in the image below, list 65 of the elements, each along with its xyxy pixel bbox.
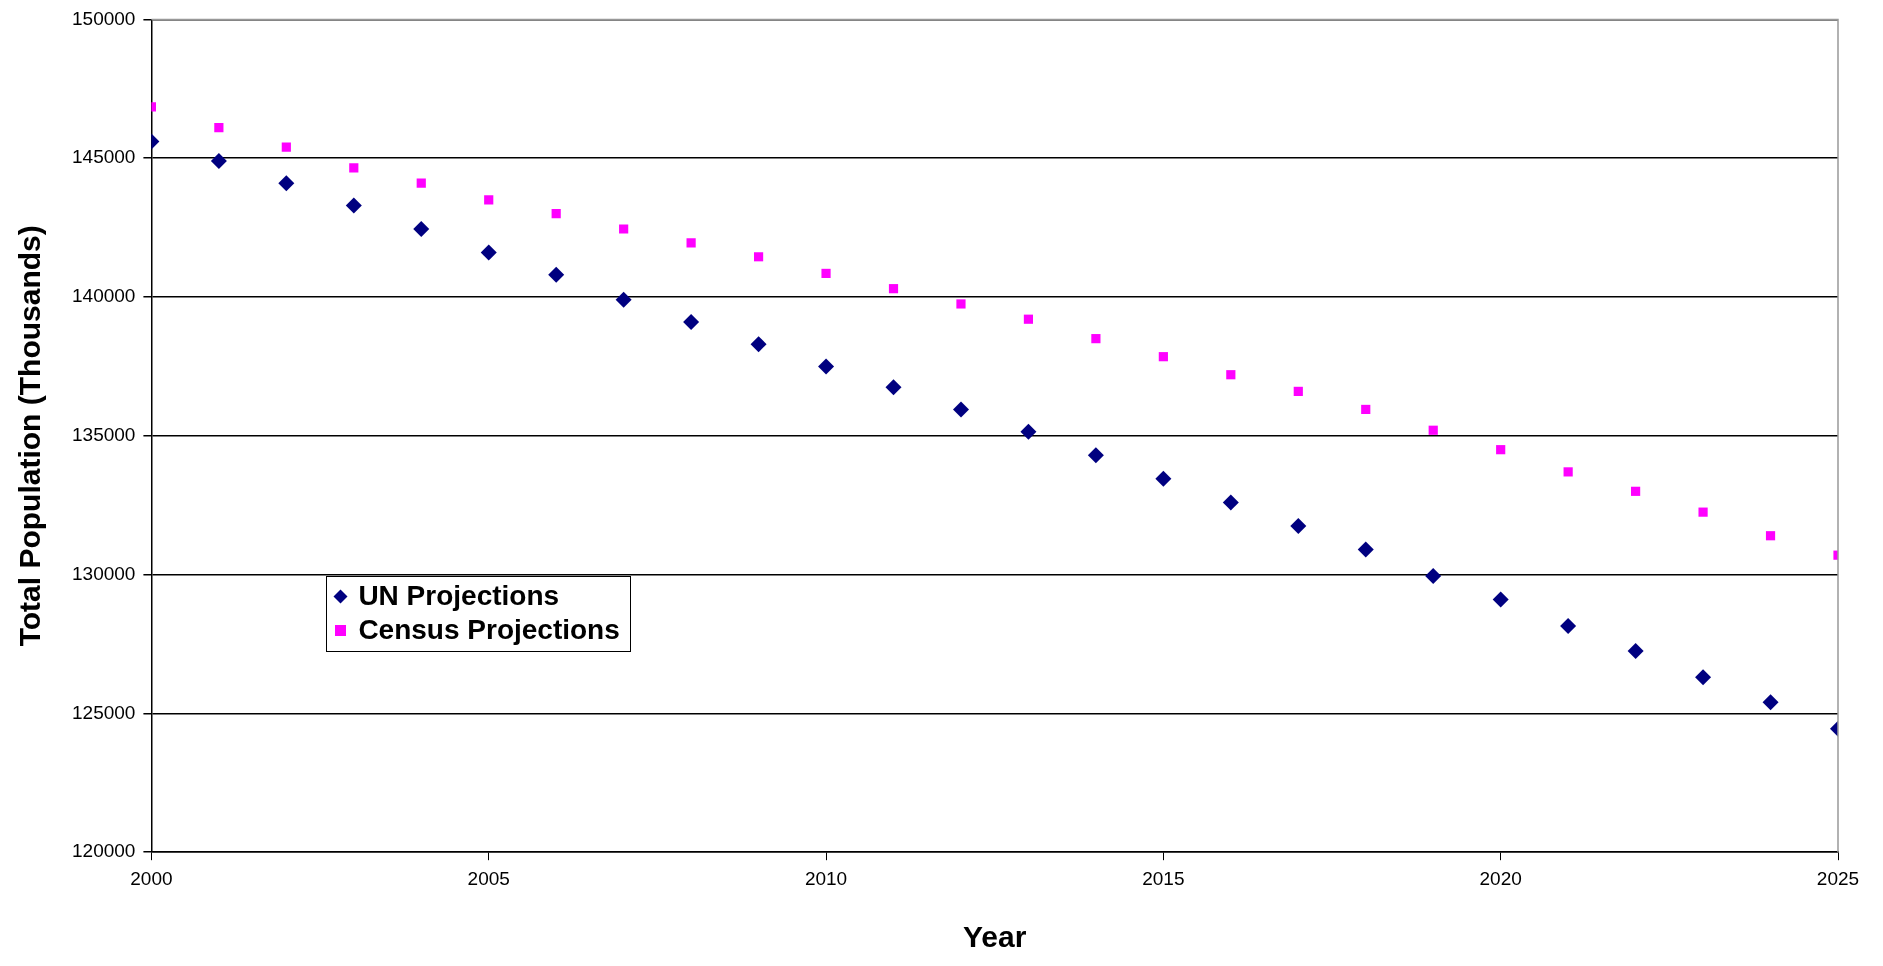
point [1023,314,1034,324]
point [1155,470,1172,487]
point [683,313,700,330]
point [1158,352,1168,362]
point [1020,423,1037,440]
point [1361,404,1371,415]
point [214,123,224,133]
y-tick-label: 145000 [72,146,136,168]
point [1698,507,1708,517]
point [1695,669,1712,686]
point [1290,518,1307,535]
point [615,291,632,308]
point [753,252,764,262]
point [1765,531,1776,541]
y-tick-label: 135000 [72,424,136,446]
point [1293,386,1303,396]
point [1087,447,1104,464]
point [885,379,902,396]
x-tick-label: 2025 [1816,867,1860,889]
point [952,401,969,418]
point [1222,494,1239,511]
point [821,268,831,278]
point [278,175,295,192]
point [1492,591,1509,608]
point [210,152,227,169]
point [484,195,494,205]
point [1563,467,1573,477]
x-tick-label: 2020 [1479,867,1522,889]
x-tick-label: 2015 [1142,867,1185,889]
y-tick-label: 120000 [72,840,136,862]
point [281,142,291,152]
point [1091,334,1101,344]
x-tick-label: 2000 [130,867,173,889]
y-tick-label: 125000 [72,701,136,723]
point [345,197,362,214]
y-axis-title: Total Population (Thousands) [13,225,47,647]
point [413,220,430,237]
point [1357,541,1374,558]
point [1428,425,1438,435]
point [1762,694,1779,711]
y-tick-label: 130000 [72,562,136,584]
point [956,299,966,309]
legend-label: UN Projections [358,579,560,614]
point [1425,567,1442,584]
point [1560,617,1577,634]
legend-label: Census Projections [358,613,620,648]
point [1226,370,1236,380]
x-tick-label: 2005 [467,867,510,889]
point [1627,642,1644,659]
point [818,358,835,375]
point [551,209,561,219]
point [1631,486,1641,496]
point [888,284,899,294]
x-axis-title: Year [963,920,1027,954]
point [349,163,359,173]
y-tick-label: 140000 [72,285,136,307]
point [686,238,696,248]
point [619,224,629,234]
point [548,266,565,283]
x-tick-label: 2010 [804,867,848,889]
point [480,244,497,261]
y-tick-label: 150000 [72,7,136,29]
point [416,178,426,188]
point [1496,445,1506,455]
point [750,336,767,353]
